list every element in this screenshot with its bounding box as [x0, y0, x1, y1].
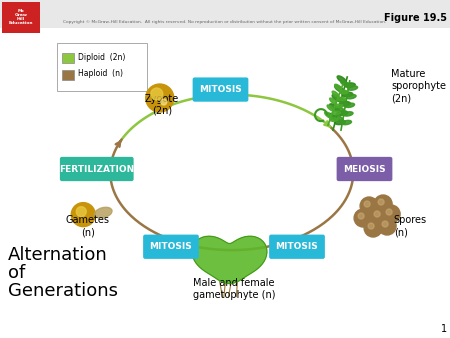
Circle shape	[370, 207, 388, 225]
Ellipse shape	[330, 98, 336, 104]
Circle shape	[364, 219, 382, 237]
Ellipse shape	[94, 207, 112, 218]
Circle shape	[382, 205, 400, 223]
Circle shape	[374, 211, 380, 217]
Ellipse shape	[324, 112, 331, 118]
Ellipse shape	[345, 103, 355, 107]
Text: Haploid  (n): Haploid (n)	[78, 70, 123, 78]
Text: Alternation: Alternation	[8, 246, 108, 264]
FancyBboxPatch shape	[193, 77, 248, 102]
Ellipse shape	[330, 104, 339, 111]
Ellipse shape	[327, 105, 334, 111]
FancyBboxPatch shape	[0, 28, 450, 338]
Ellipse shape	[342, 92, 353, 97]
Ellipse shape	[340, 90, 348, 94]
Ellipse shape	[335, 104, 343, 107]
Text: MEIOSIS: MEIOSIS	[343, 165, 386, 173]
Ellipse shape	[329, 118, 338, 121]
Circle shape	[374, 195, 392, 213]
Text: Mature
sporophyte
(2n): Mature sporophyte (2n)	[392, 69, 446, 103]
Circle shape	[146, 84, 174, 112]
Circle shape	[71, 202, 95, 227]
Ellipse shape	[342, 120, 351, 125]
Text: Zygote
(2n): Zygote (2n)	[145, 94, 179, 116]
Text: Mc
Graw
Hill
Education: Mc Graw Hill Education	[9, 8, 33, 25]
FancyBboxPatch shape	[57, 43, 147, 91]
Ellipse shape	[332, 91, 339, 97]
Text: Spores
(n): Spores (n)	[394, 215, 427, 238]
Ellipse shape	[348, 86, 358, 90]
Circle shape	[382, 221, 388, 227]
FancyBboxPatch shape	[269, 235, 325, 259]
Text: Generations: Generations	[8, 282, 118, 300]
Circle shape	[378, 217, 396, 235]
Circle shape	[360, 197, 378, 215]
Polygon shape	[192, 236, 267, 284]
Text: Copyright © McGraw-Hill Education.  All rights reserved. No reproduction or dist: Copyright © McGraw-Hill Education. All r…	[63, 20, 387, 24]
Ellipse shape	[337, 97, 346, 101]
FancyBboxPatch shape	[62, 53, 74, 63]
Ellipse shape	[335, 84, 342, 90]
Text: MITOSIS: MITOSIS	[199, 85, 242, 94]
Ellipse shape	[334, 120, 345, 125]
Text: MITOSIS: MITOSIS	[275, 242, 319, 251]
Text: Gametes
(n): Gametes (n)	[66, 215, 110, 238]
Circle shape	[151, 88, 163, 100]
Ellipse shape	[337, 111, 348, 115]
Circle shape	[386, 209, 392, 215]
Ellipse shape	[337, 76, 346, 83]
Text: Diploid  (2n): Diploid (2n)	[78, 52, 126, 62]
FancyBboxPatch shape	[60, 157, 134, 181]
Circle shape	[354, 209, 372, 227]
Ellipse shape	[339, 89, 348, 95]
Ellipse shape	[346, 95, 356, 99]
Ellipse shape	[343, 112, 353, 116]
Ellipse shape	[341, 80, 349, 87]
Circle shape	[368, 223, 374, 229]
Text: MITOSIS: MITOSIS	[149, 242, 193, 251]
Text: Male and female
gametophyte (n): Male and female gametophyte (n)	[193, 278, 275, 300]
Circle shape	[358, 213, 364, 219]
Circle shape	[378, 199, 384, 205]
Text: 1: 1	[441, 324, 447, 334]
FancyBboxPatch shape	[337, 157, 392, 181]
FancyBboxPatch shape	[62, 70, 74, 80]
Ellipse shape	[339, 101, 350, 106]
FancyBboxPatch shape	[2, 2, 40, 33]
Text: of: of	[8, 264, 25, 282]
Circle shape	[364, 201, 370, 207]
Text: Figure 19.5: Figure 19.5	[384, 13, 447, 23]
Circle shape	[161, 99, 167, 105]
Ellipse shape	[335, 85, 344, 92]
Ellipse shape	[332, 94, 342, 102]
Ellipse shape	[336, 106, 345, 113]
Ellipse shape	[344, 83, 356, 88]
Ellipse shape	[338, 98, 346, 104]
Ellipse shape	[327, 113, 337, 120]
Ellipse shape	[332, 111, 341, 115]
FancyBboxPatch shape	[143, 235, 199, 259]
Text: FERTILIZATION: FERTILIZATION	[59, 165, 135, 173]
Ellipse shape	[334, 115, 343, 121]
Circle shape	[76, 207, 86, 217]
